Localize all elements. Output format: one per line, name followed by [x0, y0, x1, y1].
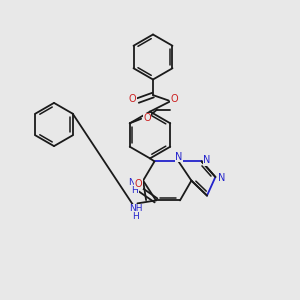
Text: N: N [176, 152, 183, 162]
Text: O: O [128, 94, 136, 104]
Text: N: N [203, 155, 211, 165]
Text: N: N [218, 172, 225, 183]
Text: NH: NH [128, 178, 142, 187]
Text: NH: NH [129, 204, 142, 213]
Text: O: O [170, 94, 178, 104]
Text: H: H [132, 212, 139, 221]
Text: O: O [143, 113, 151, 123]
Text: H: H [131, 186, 138, 195]
Text: O: O [134, 178, 142, 189]
